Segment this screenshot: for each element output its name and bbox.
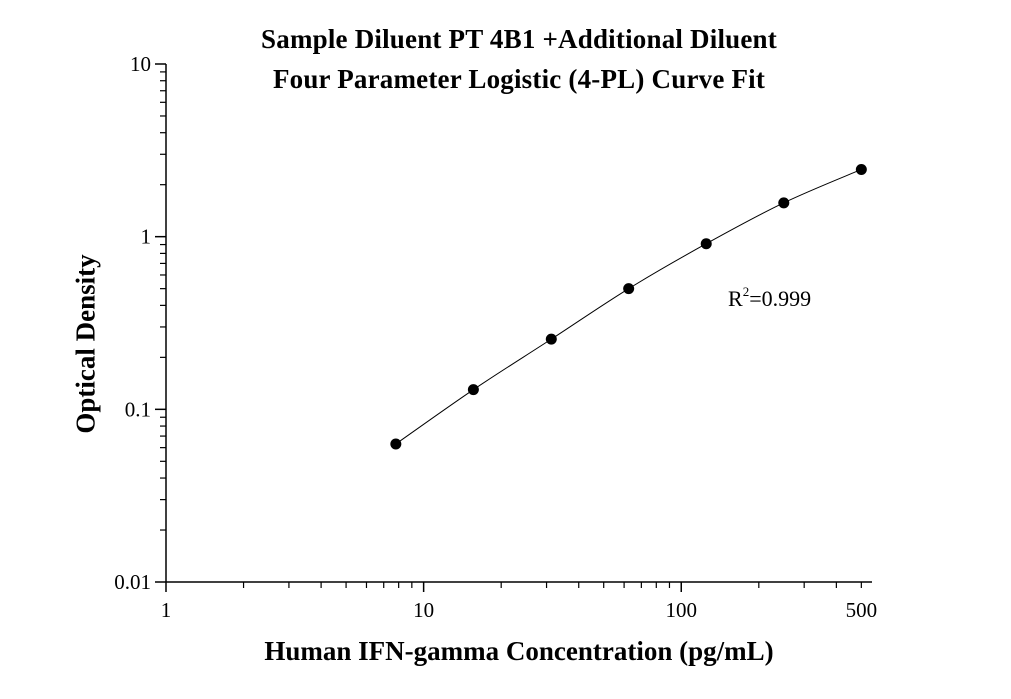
y-tick-label: 0.01 [114, 570, 151, 594]
chart-title: Sample Diluent PT 4B1 +Additional Diluen… [261, 24, 777, 54]
x-tick-label: 100 [666, 598, 698, 622]
x-tick-label: 500 [846, 598, 878, 622]
data-point [855, 163, 867, 175]
y-tick-label: 1 [141, 225, 152, 249]
r-squared-annotation: R2=0.999 [728, 284, 811, 311]
x-tick-label: 1 [161, 598, 172, 622]
data-point [390, 438, 402, 450]
x-tick-label: 10 [413, 598, 434, 622]
data-point [545, 333, 557, 345]
y-tick-label: 0.1 [125, 397, 151, 421]
x-axis-label: Human IFN-gamma Concentration (pg/mL) [264, 636, 774, 666]
data-point [623, 283, 635, 295]
data-point [700, 238, 712, 250]
data-point [467, 384, 479, 396]
y-tick-label: 10 [130, 52, 151, 76]
data-point [778, 197, 790, 209]
chart-subtitle: Four Parameter Logistic (4-PL) Curve Fit [272, 64, 766, 94]
